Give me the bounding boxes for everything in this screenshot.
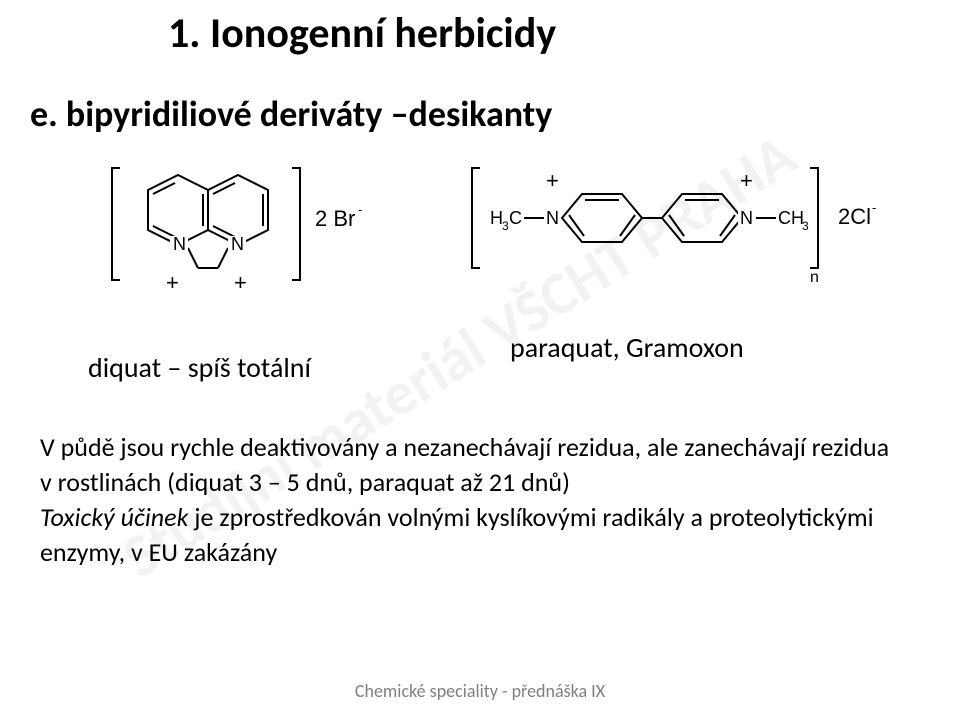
plus-left: + — [166, 270, 179, 295]
ch3: CH — [778, 208, 804, 228]
n-left: N — [546, 208, 559, 228]
body-line-1: V půdě jsou rychle deaktivovány a nezane… — [40, 430, 920, 465]
page-title: 1. Ionogenní herbicidy — [168, 8, 556, 59]
h3c-sub: 3 — [502, 219, 509, 233]
diquat-counterion-sup: - — [358, 202, 362, 217]
slide: Studijní materiál VŠCHT PRAHA 1. Ionogen… — [0, 0, 960, 717]
body-line-3-rest: je zprostředkován volnými kyslíkovými ra… — [188, 501, 873, 533]
diquat-caption: diquat – spíš totální — [88, 350, 311, 385]
body-line-2: v rostlinách (diquat 3 – 5 dnů, paraquat… — [40, 465, 920, 500]
body-text: V půdě jsou rychle deaktivovány a nezane… — [40, 430, 920, 570]
body-line-4: enzymy, v EU zakázány — [40, 535, 920, 570]
diquat-counterion: 2 Br — [315, 206, 355, 231]
pq-plus-left: + — [546, 168, 559, 193]
subtitle: e. bipyridiliové deriváty –desikanty — [30, 92, 552, 136]
plus-right: + — [234, 270, 247, 295]
footer: Chemické speciality - přednáška IX — [0, 680, 960, 702]
body-line-3-italic: Toxický účinek — [40, 501, 188, 533]
diquat-structure: N N + + 2 Br - — [110, 150, 370, 310]
body-line-3: Toxický účinek je zprostředkován volnými… — [40, 500, 920, 535]
h3c-c: C — [509, 208, 522, 228]
pq-counterion-sup: - — [872, 200, 876, 215]
pq-plus-right: + — [740, 168, 753, 193]
pq-counterion: 2Cl — [838, 204, 871, 229]
pq-n: n — [810, 269, 819, 286]
n-right: N — [740, 208, 753, 228]
n-label-right: N — [231, 234, 244, 254]
paraquat-structure: H 3 C N N CH — [470, 150, 890, 310]
n-label-left: N — [173, 234, 186, 254]
paraquat-caption: paraquat, Gramoxon — [510, 330, 744, 365]
ch3-sub: 3 — [802, 219, 809, 233]
